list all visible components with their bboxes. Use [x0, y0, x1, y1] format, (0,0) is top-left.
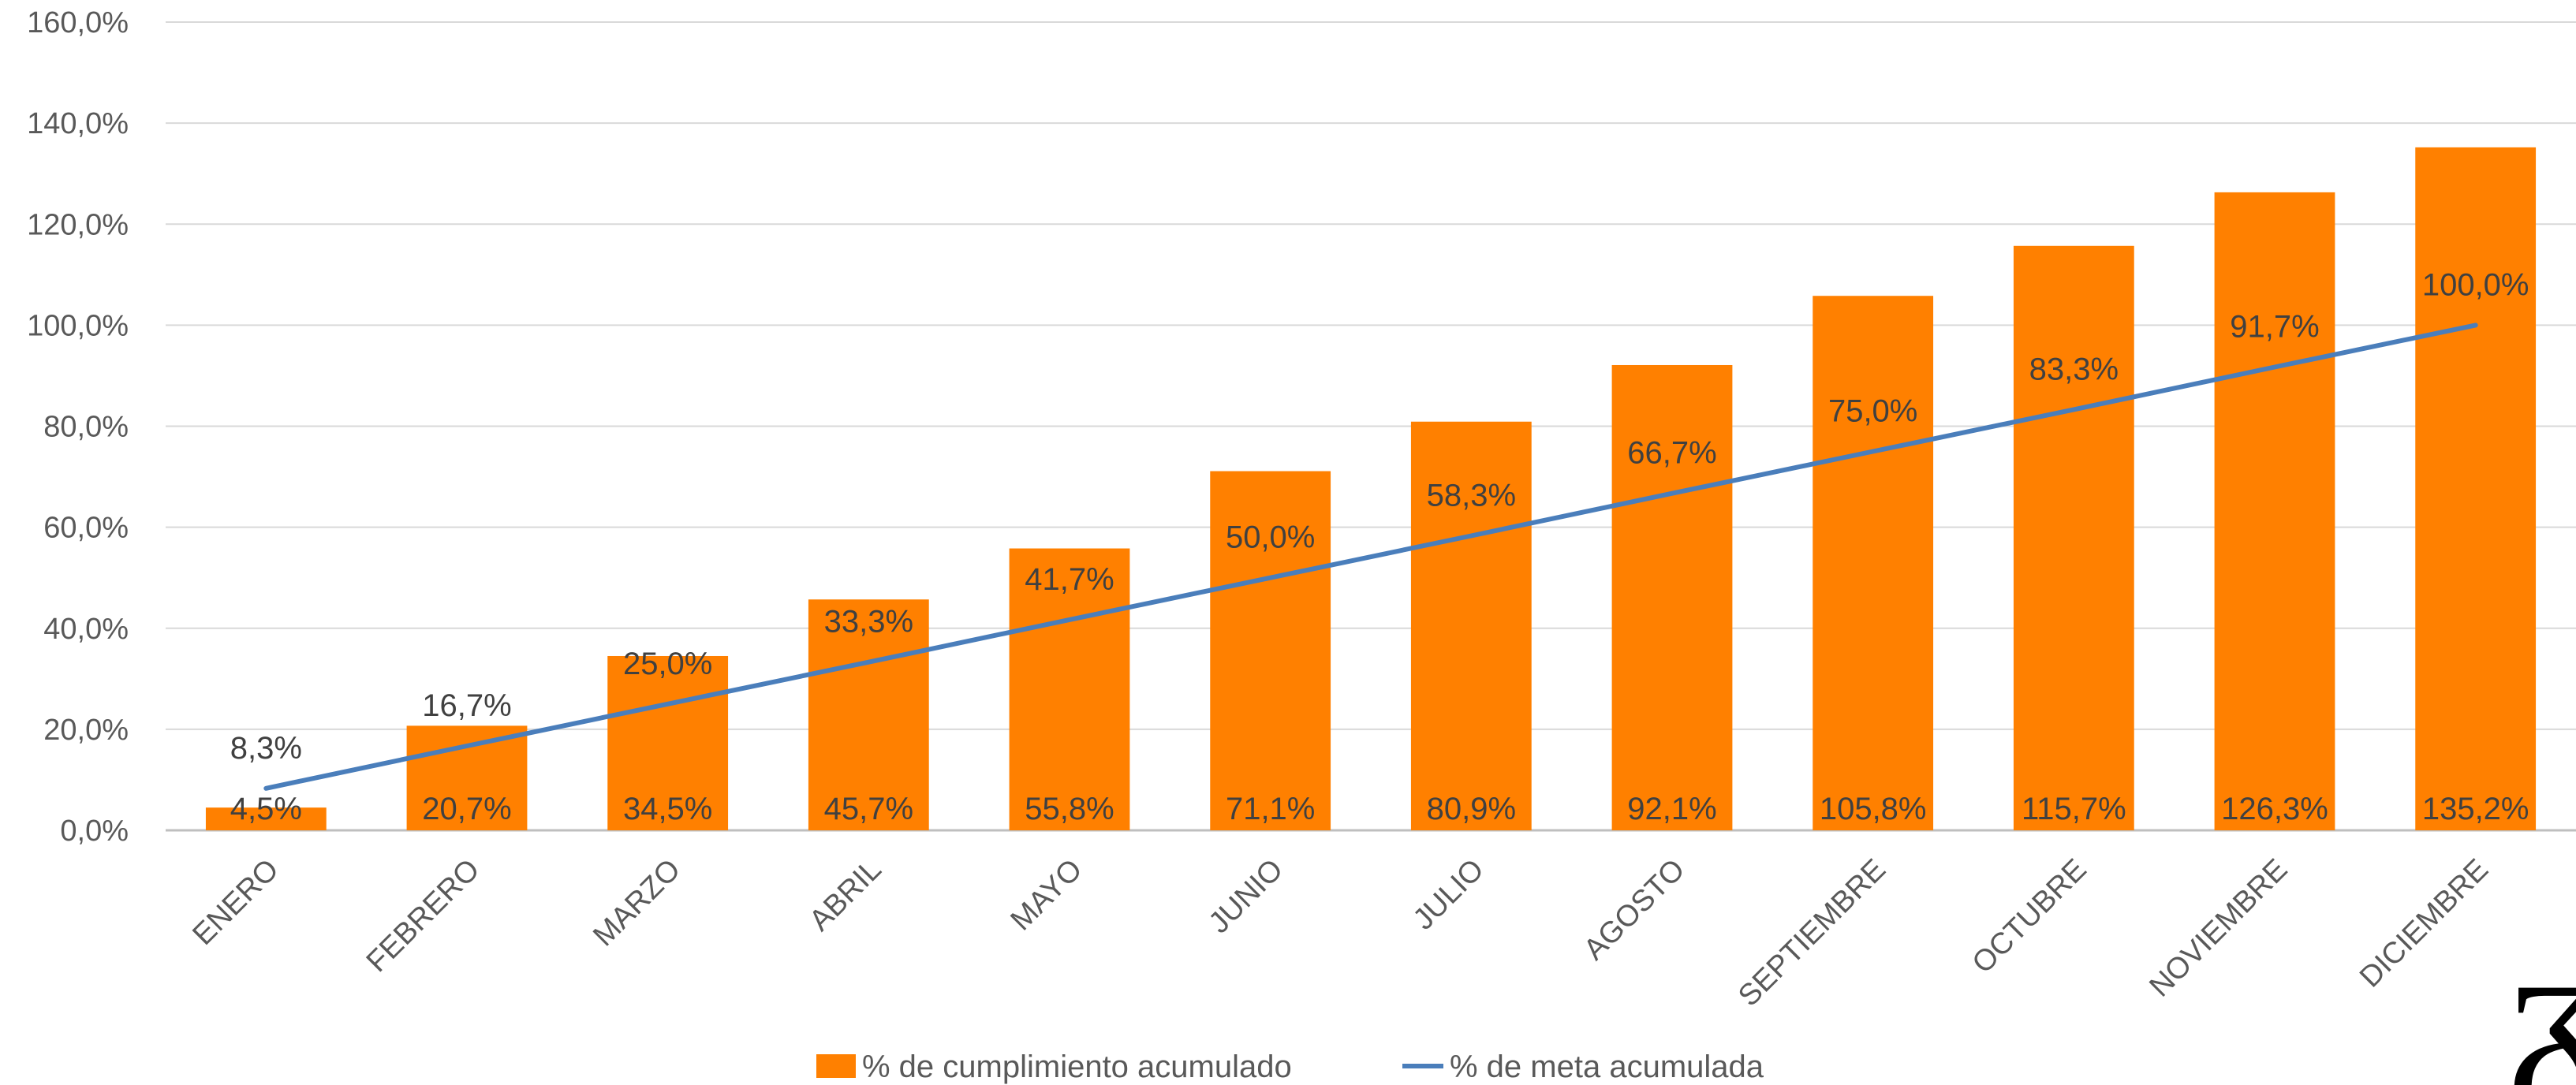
x-tick-label: SEPTIEMBRE	[1732, 853, 1892, 1013]
x-tick-label: NOVIEMBRE	[2143, 853, 2294, 1004]
y-tick-label: 20,0%	[43, 714, 129, 747]
x-tick-label: DICIEMBRE	[2354, 853, 2495, 994]
legend: % de cumplimiento acumulado % de meta ac…	[816, 1050, 1764, 1084]
legend-label-bar: % de cumplimiento acumulado	[862, 1050, 1292, 1084]
bar-data-label: 115,7%	[2022, 792, 2126, 826]
bar-data-label: 80,9%	[1427, 792, 1516, 826]
x-tick-label: FEBRERO	[360, 853, 487, 979]
bar-data-label: 34,5%	[623, 792, 712, 826]
line-data-label: 16,7%	[422, 688, 511, 723]
line-data-label: 41,7%	[1025, 562, 1114, 597]
corner-glyph: ᵹ	[2508, 900, 2576, 1085]
bar-data-label: 20,7%	[422, 792, 511, 826]
bar	[607, 655, 729, 830]
line-data-label: 83,3%	[2029, 352, 2119, 386]
bar	[1009, 548, 1130, 830]
gridlines	[166, 21, 2576, 832]
x-tick-label: ABRIL	[803, 853, 887, 938]
bar-data-label: 71,1%	[1226, 792, 1315, 826]
line-data-label: 58,3%	[1427, 479, 1516, 513]
x-tick-label: MAYO	[1005, 853, 1089, 938]
x-axis-ticks: ENERO FEBRERO MARZO ABRIL MAYO JUNIO JULIO AGOS…	[186, 853, 2495, 1013]
y-tick-label: 100,0%	[27, 309, 129, 342]
x-tick-label: MARZO	[587, 853, 687, 953]
bar	[205, 807, 327, 830]
x-tick-label: JUNIO	[1203, 853, 1290, 940]
bar-data-label: 4,5%	[230, 792, 302, 826]
y-tick-label: 80,0%	[43, 411, 129, 444]
y-axis-ticks: 0,0% 20,0% 40,0% 60,0% 80,0% 100,0% 120,0% 140,…	[27, 6, 129, 848]
bar	[2415, 147, 2537, 830]
bar-data-label: 55,8%	[1025, 792, 1114, 826]
x-tick-label: JULIO	[1407, 853, 1491, 937]
line-series	[263, 323, 2478, 791]
bar-data-labels: 4,5% 20,7% 34,5% 45,7% 55,8% 71,1% 80,9% 92,1% 1…	[230, 792, 2529, 826]
y-tick-label: 60,0%	[43, 512, 129, 545]
bar-data-label: 105,8%	[1820, 792, 1927, 826]
bar-series	[205, 147, 2537, 830]
line-data-label: 66,7%	[1627, 436, 1716, 471]
bar-data-label: 126,3%	[2221, 792, 2328, 826]
line-data-label: 25,0%	[623, 647, 712, 681]
meta-line	[263, 323, 2478, 791]
line-data-label: 91,7%	[2230, 310, 2319, 345]
line-data-labels: 8,3% 16,7% 25,0% 33,3% 41,7% 50,0% 58,3% 66,7% 7…	[230, 267, 2529, 765]
line-data-label: 75,0%	[1828, 394, 1917, 429]
bar	[1611, 364, 1733, 830]
bar-data-label: 45,7%	[824, 792, 913, 826]
bar-data-label: 135,2%	[2422, 792, 2529, 826]
line-data-label: 100,0%	[2422, 267, 2529, 302]
legend-swatch-bar	[816, 1054, 856, 1078]
bar	[1210, 471, 1331, 830]
y-tick-label: 0,0%	[60, 815, 129, 848]
x-tick-label: OCTUBRE	[1966, 853, 2093, 980]
legend-label-line: % de meta acumulada	[1450, 1050, 1764, 1084]
x-tick-label: AGOSTO	[1577, 853, 1691, 967]
bar-data-label: 92,1%	[1627, 792, 1716, 826]
y-tick-label: 40,0%	[43, 613, 129, 646]
line-data-label: 8,3%	[230, 731, 302, 766]
bar	[1410, 421, 1532, 830]
line-data-label: 33,3%	[824, 605, 913, 639]
bar	[406, 725, 528, 830]
bar	[808, 599, 929, 830]
line-data-label: 50,0%	[1226, 520, 1315, 555]
y-tick-label: 160,0%	[27, 6, 129, 39]
y-tick-label: 120,0%	[27, 208, 129, 241]
bar	[1813, 296, 1934, 830]
bar	[2013, 245, 2134, 830]
y-tick-label: 140,0%	[27, 107, 129, 140]
bar	[2214, 192, 2335, 830]
x-tick-label: ENERO	[186, 853, 285, 952]
